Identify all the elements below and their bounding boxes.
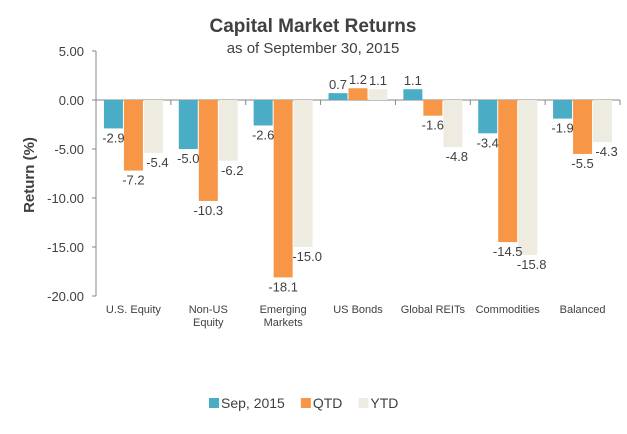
bar-ytd-1 bbox=[218, 100, 238, 161]
x-category-label: Non-US bbox=[189, 304, 228, 316]
bar-qtd-5 bbox=[498, 100, 518, 243]
bar-sep-2015-5 bbox=[478, 100, 498, 134]
legend-item: Sep, 2015 bbox=[209, 395, 285, 411]
x-category-label: Equity bbox=[193, 317, 224, 329]
bar-sep-2015-1 bbox=[178, 100, 198, 149]
data-label: -5.5 bbox=[571, 156, 593, 171]
y-tick-label: 0.00 bbox=[59, 93, 84, 108]
y-tick-label: -10.00 bbox=[47, 191, 84, 206]
bar-sep-2015-2 bbox=[253, 100, 273, 126]
bar-qtd-4 bbox=[423, 100, 443, 116]
data-label: 1.2 bbox=[349, 72, 367, 87]
data-label: -4.3 bbox=[595, 144, 617, 159]
data-label: 1.1 bbox=[404, 73, 422, 88]
data-label: -18.1 bbox=[268, 279, 298, 294]
data-label: -5.0 bbox=[177, 151, 199, 166]
x-category-label: Markets bbox=[264, 317, 304, 329]
bar-qtd-0 bbox=[123, 100, 143, 171]
bar-qtd-2 bbox=[273, 100, 293, 278]
y-axis-label: Return (%) bbox=[21, 137, 38, 213]
bar-ytd-4 bbox=[443, 100, 463, 148]
x-category-label: Balanced bbox=[560, 304, 606, 316]
x-category-label: Global REITs bbox=[401, 304, 466, 316]
bar-ytd-6 bbox=[593, 100, 613, 143]
y-tick-label: -5.00 bbox=[54, 142, 84, 157]
x-category-label: Emerging bbox=[260, 304, 307, 316]
x-category-label: Commodities bbox=[476, 304, 541, 316]
chart-subtitle: as of September 30, 2015 bbox=[227, 40, 400, 57]
data-label: -1.6 bbox=[422, 118, 444, 133]
data-label: -7.2 bbox=[122, 173, 144, 188]
y-tick-label: -20.00 bbox=[47, 289, 84, 304]
legend-label: YTD bbox=[370, 395, 398, 411]
data-label: -4.8 bbox=[446, 149, 468, 164]
legend-item: YTD bbox=[358, 395, 398, 411]
y-tick-label: -15.00 bbox=[47, 240, 84, 255]
data-label: -15.8 bbox=[517, 257, 547, 272]
data-label: -14.5 bbox=[493, 244, 523, 259]
x-category-label: US Bonds bbox=[333, 304, 383, 316]
data-label: -15.0 bbox=[292, 249, 322, 264]
data-label: 1.1 bbox=[369, 73, 387, 88]
y-tick-label: 5.00 bbox=[59, 44, 84, 59]
data-label: -6.2 bbox=[221, 163, 243, 178]
x-category-label: U.S. Equity bbox=[106, 304, 162, 316]
data-label: -3.4 bbox=[477, 135, 499, 150]
data-label: 0.7 bbox=[329, 77, 347, 92]
bar-ytd-5 bbox=[518, 100, 538, 255]
bar-sep-2015-0 bbox=[103, 100, 123, 129]
bar-sep-2015-6 bbox=[553, 100, 573, 119]
bar-sep-2015-4 bbox=[403, 89, 423, 100]
legend-swatch bbox=[358, 398, 369, 408]
bar-qtd-3 bbox=[348, 88, 368, 100]
data-label: -2.9 bbox=[102, 130, 124, 145]
legend-swatch bbox=[300, 398, 311, 408]
data-label: -2.6 bbox=[252, 127, 274, 142]
legend-swatch bbox=[209, 398, 219, 408]
data-label: -1.9 bbox=[551, 121, 573, 136]
legend-label: QTD bbox=[313, 395, 343, 411]
bar-ytd-2 bbox=[293, 100, 313, 247]
bar-ytd-3 bbox=[368, 89, 388, 100]
legend-label: Sep, 2015 bbox=[221, 395, 285, 411]
data-label: -10.3 bbox=[193, 203, 223, 218]
bar-ytd-0 bbox=[143, 100, 163, 153]
bar-qtd-6 bbox=[573, 100, 593, 154]
bar-sep-2015-3 bbox=[328, 93, 348, 100]
legend-item: QTD bbox=[300, 395, 343, 411]
data-label: -5.4 bbox=[146, 155, 168, 170]
chart-title: Capital Market Returns bbox=[210, 16, 417, 37]
bar-qtd-1 bbox=[198, 100, 218, 201]
